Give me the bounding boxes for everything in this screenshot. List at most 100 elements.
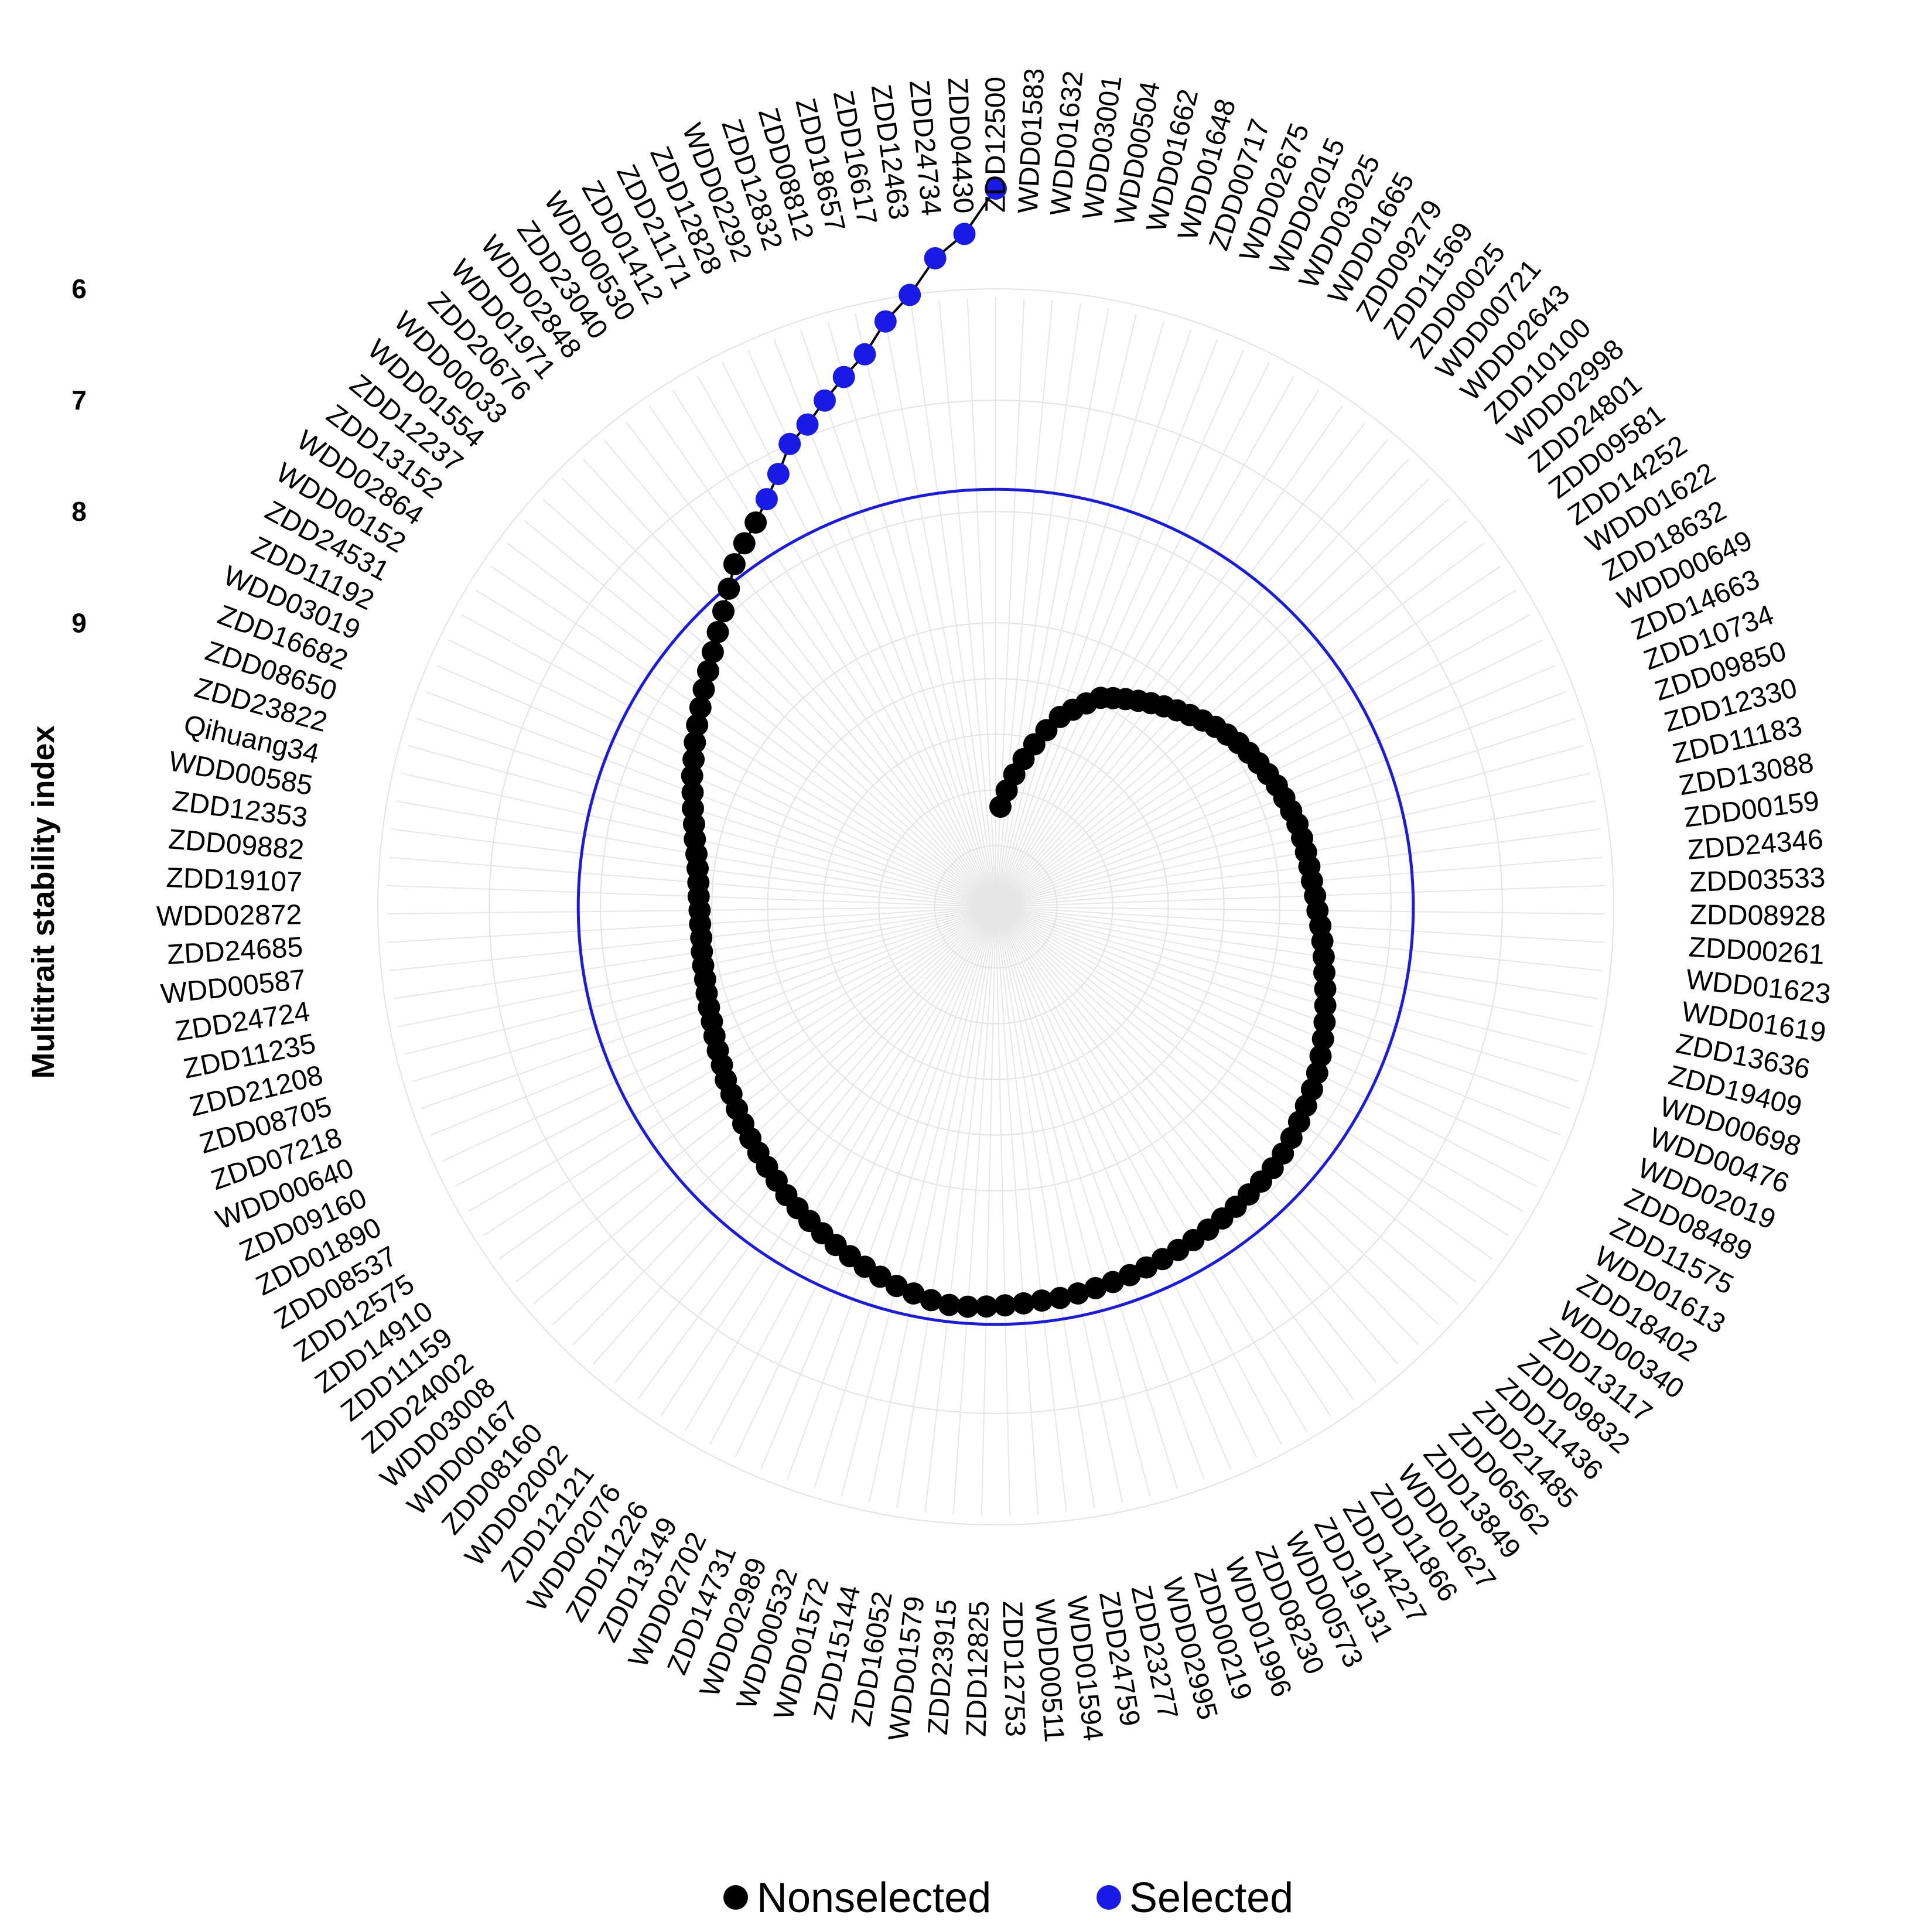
grid-spoke	[995, 906, 1231, 1470]
selection-threshold-circle	[576, 487, 1415, 1326]
grid-spoke	[966, 298, 996, 907]
point-wdd01579	[938, 1293, 961, 1316]
legend-label-selected: Selected	[1129, 1875, 1293, 1921]
point-zdd11192	[682, 748, 705, 771]
point-zdd18657	[853, 343, 876, 366]
grid-spoke	[995, 520, 1468, 907]
grid-spoke	[995, 390, 1319, 907]
y-tick-label: 8	[71, 496, 87, 527]
grid-spoke	[542, 499, 996, 907]
grid-spoke	[882, 308, 996, 907]
grid-spoke	[995, 375, 1295, 907]
grid-spoke	[995, 906, 1593, 1028]
grid-spoke	[995, 906, 1440, 1326]
grid-spoke	[995, 906, 1571, 1110]
category-label: ZDD00261	[1688, 931, 1825, 970]
grid-spoke	[995, 906, 1205, 1480]
grid-spoke	[696, 375, 996, 907]
grid-spoke	[760, 906, 996, 1470]
grid-spoke	[995, 906, 1477, 1283]
grid-spoke	[637, 906, 996, 1400]
point-zdd12832	[814, 389, 836, 412]
grid-ring	[711, 622, 1280, 1192]
grid-spoke	[841, 906, 996, 1497]
point-wdd00033	[706, 621, 729, 643]
grid-spoke	[515, 906, 996, 1283]
category-label: ZDD23915	[923, 1598, 963, 1736]
grid-spoke	[722, 362, 996, 907]
point-zdd08489	[1309, 1044, 1332, 1067]
point-zdd24531	[684, 731, 706, 754]
grid-spoke	[572, 906, 996, 1346]
grid-spoke	[938, 300, 996, 907]
point-zdd12828	[778, 432, 801, 455]
grid-spoke	[995, 906, 1377, 1383]
grid-ring	[489, 400, 1503, 1414]
y-axis-title: Multitrait stability index	[26, 725, 61, 1078]
category-label: WDD02872	[156, 899, 302, 932]
grid-spoke	[995, 906, 1355, 1400]
category-label: ZDD08928	[1690, 899, 1826, 932]
grid-spoke	[461, 614, 996, 907]
grid-spoke	[995, 906, 1095, 1508]
point-zdd12825	[975, 1295, 998, 1318]
y-tick-label: 6	[71, 274, 87, 304]
grid-spoke	[490, 565, 996, 907]
grid-spoke	[995, 422, 1366, 907]
grid-spoke	[995, 499, 1449, 907]
grid-spoke	[924, 906, 996, 1513]
grid-spoke	[855, 313, 996, 907]
point-wdd01996	[1118, 1264, 1141, 1286]
grid-spoke	[995, 906, 1458, 1305]
grid-spoke	[552, 906, 996, 1326]
category-label: ZDD04430	[942, 77, 979, 214]
point-zdd15144	[902, 1282, 925, 1305]
grid-spoke	[981, 906, 996, 1516]
grid-spoke	[995, 313, 1137, 907]
grid-spoke	[896, 906, 996, 1508]
grid-spoke	[995, 906, 1605, 915]
grid-spoke	[995, 828, 1600, 907]
category-label: ZDD03533	[1689, 862, 1826, 898]
grid-spoke	[995, 565, 1501, 907]
point-zdd12463	[899, 284, 921, 306]
grid-spoke	[660, 906, 996, 1416]
grid-spoke	[995, 906, 1561, 1136]
point-zdd19409	[1314, 978, 1337, 1001]
point-zdd23040	[733, 532, 756, 555]
grid-spoke	[952, 906, 996, 1515]
point-zdd23277	[1067, 1282, 1089, 1305]
point-zdd12500	[985, 178, 1007, 200]
point-wdd02019	[1311, 1028, 1334, 1050]
grid-spoke	[995, 906, 1307, 1432]
category-label: ZDD12825	[961, 1600, 995, 1737]
grid-spoke	[995, 906, 1420, 1346]
grid-spoke	[648, 405, 996, 907]
grid-spoke	[562, 478, 996, 907]
point-wdd00530	[744, 511, 767, 534]
point-wdd00152	[686, 714, 709, 736]
point-wdd03019	[681, 764, 703, 787]
grid-spoke	[498, 906, 996, 1260]
grid-spoke	[995, 906, 1257, 1458]
point-zdd08812	[832, 366, 855, 388]
grid-spoke	[995, 339, 1218, 907]
point-zdd21171	[767, 463, 790, 486]
category-label: ZDD12500	[981, 77, 1012, 213]
point-zdd12753	[993, 1294, 1016, 1317]
grid-spoke	[995, 906, 1550, 1162]
grid-spoke	[995, 906, 1331, 1416]
grid-spoke	[593, 906, 996, 1365]
grid-spoke	[995, 906, 1399, 1365]
point-wdd02864	[689, 696, 712, 719]
point-zdd11575	[1306, 1061, 1328, 1084]
grid-spoke	[582, 458, 996, 907]
y-tick-label: 9	[71, 607, 87, 638]
grid-spoke	[995, 542, 1485, 907]
grid-spoke	[735, 906, 996, 1458]
grid-spoke	[603, 439, 996, 907]
legend-marker-nonselected	[723, 1885, 748, 1910]
grid-spoke	[995, 906, 1493, 1260]
grid-spoke	[995, 906, 1604, 943]
grid-spoke	[868, 906, 996, 1503]
